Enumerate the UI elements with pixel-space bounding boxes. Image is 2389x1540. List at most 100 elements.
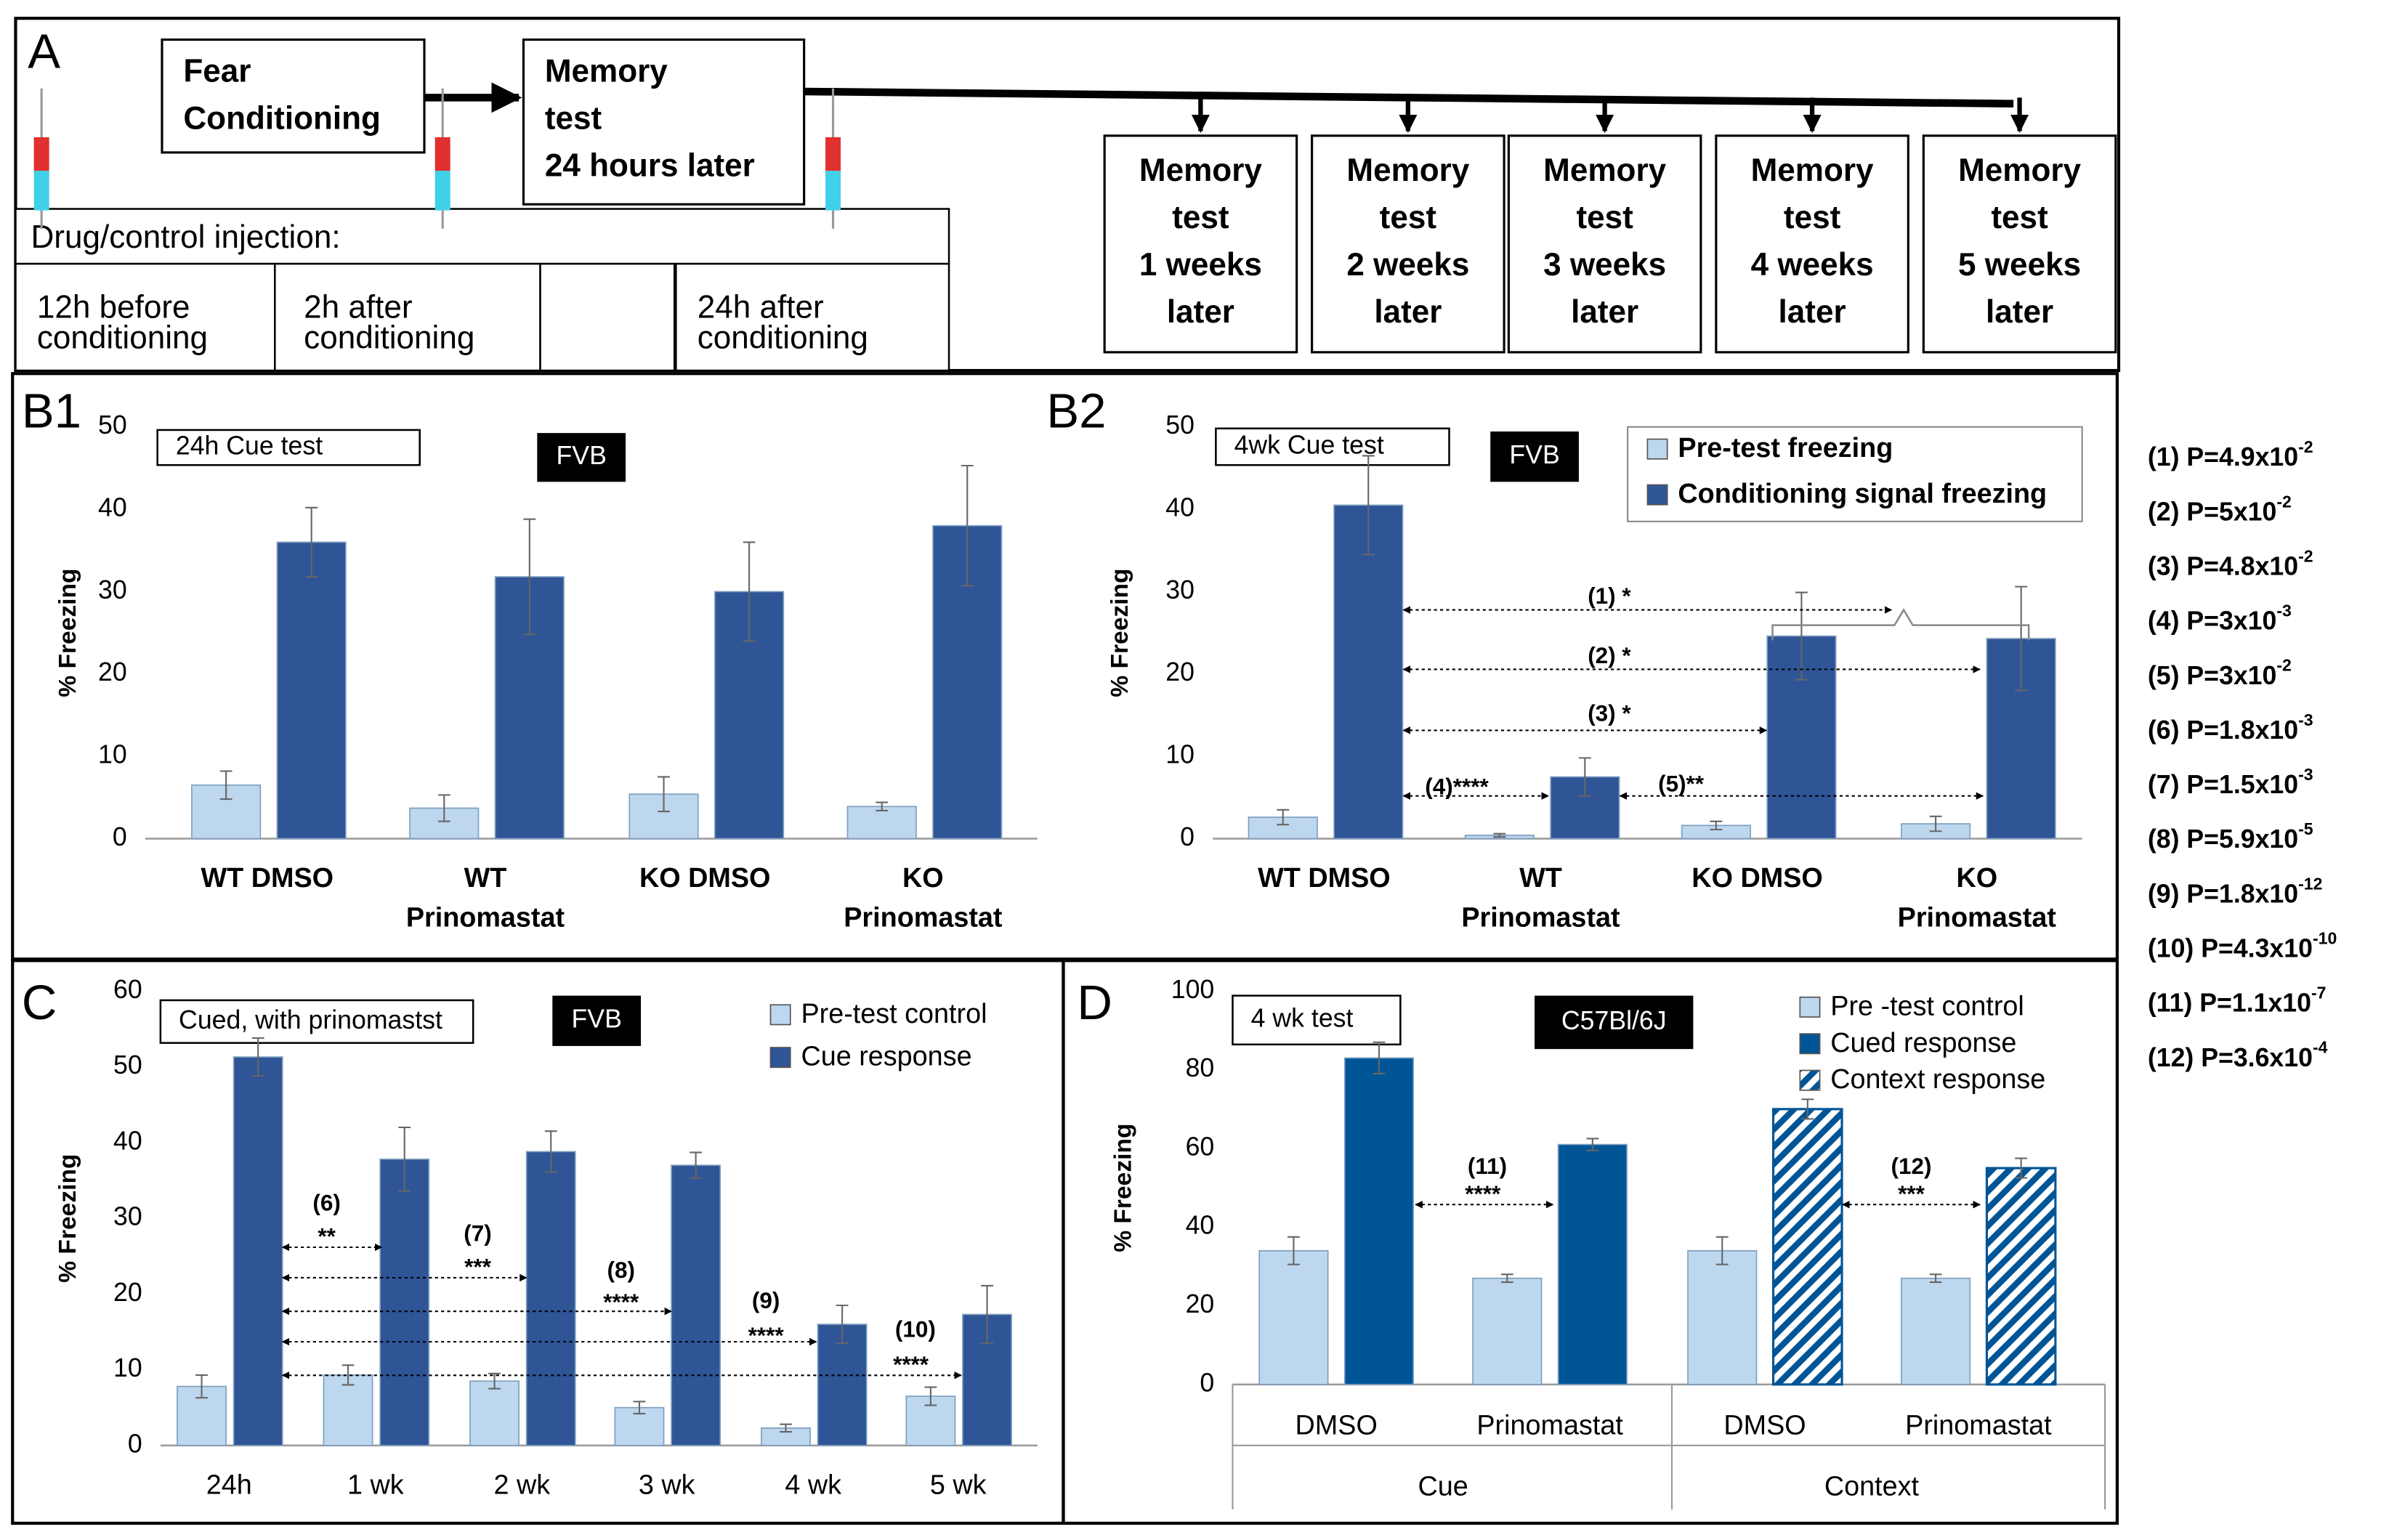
error-bar [981,1284,993,1345]
legend-label: Pre-test freezing [1678,433,1893,463]
bar [1472,1277,1543,1385]
syringe-blue [33,171,49,211]
p-value: (7) P=1.5x10-3 [2148,765,2313,799]
error-bar [743,541,756,642]
p-value-exponent: -5 [2298,819,2313,838]
box-text: 1 weeks [1139,247,1262,283]
box-text: Memory [1139,153,1262,188]
p-value-exponent: -2 [2298,546,2313,565]
bar [1343,1057,1415,1385]
error-bar [1500,1273,1513,1284]
y-tick-label: 100 [1171,975,1215,1004]
bar [1557,1143,1628,1385]
x-tick-label: WT [464,863,507,893]
box [539,262,676,372]
box [522,38,806,206]
box [1507,134,1702,354]
annotation: (11) [1468,1154,1507,1179]
y-tick-label: 0 [128,1429,142,1458]
error-bar [633,1401,646,1415]
box-text: 2 weeks [1346,247,1469,283]
error-bar [1715,1236,1729,1265]
strain: FVB [571,1005,621,1034]
y-tick-label: 0 [113,822,127,851]
bracket [1771,608,2030,641]
legend-label: Cued response [1830,1028,2016,1058]
x-tick-label: WT DMSO [201,863,334,893]
box [1715,134,1909,354]
box-text: test [1172,200,1229,235]
box-text: 24 hours later [545,148,755,184]
panel-label: D [1077,976,1112,1030]
error-bar [2015,585,2028,692]
box-text: later [1167,294,1234,330]
error-bar [523,518,536,636]
panel-label: A [28,24,60,78]
y-tick-label: 80 [1186,1053,1215,1082]
x-tick-label: 1 wk [347,1470,404,1501]
x-tick-label: KO DMSO [1691,863,1822,893]
legend-swatch [769,1004,791,1026]
panel-label: B2 [1046,384,1106,439]
box-text: conditioning [37,320,208,356]
y-tick-label: 20 [1186,1289,1215,1318]
strain: FVB [1509,440,1559,469]
bar [1901,1277,1971,1385]
error-bar [195,1374,208,1399]
annotation: (7) [464,1221,491,1247]
x-tick-label: DMSO [1295,1411,1378,1441]
x-tick-label: KO [902,863,944,893]
bar [846,806,917,840]
y-tick-label: 30 [113,1202,142,1231]
box [156,429,421,466]
error-bar [1277,808,1290,826]
p-value-exponent: -3 [2276,601,2292,620]
error-bar [1288,1236,1300,1265]
y-tick-label: 10 [98,740,127,769]
annotation: **** [893,1352,929,1377]
box-text: test [545,100,602,136]
box [1103,134,1298,354]
y-tick-label: 50 [113,1050,142,1079]
box [1215,427,1450,466]
x-tick-label: Prinomastat [1476,1411,1623,1441]
bar [1985,1167,2057,1386]
box-text: Conditioning [183,100,381,136]
annotation: (4)**** [1425,774,1489,800]
legend-swatch [1799,1033,1821,1055]
legend-label: Conditioning signal freezing [1678,479,2047,509]
legend-label: Cue response [801,1042,971,1072]
x-tick-label: 24h [206,1470,252,1501]
bar [233,1056,283,1446]
p-value: (10) P=4.3x10-10 [2148,929,2337,963]
x-tick-label: 5 wk [930,1470,987,1501]
box [1627,426,2083,522]
syringe-blue [434,171,450,211]
box-text: Fear [183,53,251,89]
x-tick-label: Prinomastat [1905,1411,2052,1441]
error-bar [961,464,974,587]
syringe-red [825,137,841,171]
error-bar [836,1304,849,1345]
y-tick-label: 20 [113,1278,142,1307]
y-axis-label: % Freezing [1107,568,1133,697]
x-tick-label: Prinomastat [406,903,565,933]
p-value: (2) P=5x10-2 [2148,492,2292,526]
strain-box [1535,995,1694,1050]
x-tick-label: Prinomastat [1461,903,1620,933]
panel-frames [11,17,2121,1525]
y-tick-label: 10 [1165,740,1194,769]
y-tick-label: 30 [1165,575,1194,604]
legend-label: Context response [1830,1064,2045,1095]
error-bar [1929,815,1942,832]
error-bar [437,794,450,822]
strain-box [1490,431,1579,482]
box-text: Memory [545,53,668,89]
x-tick-label: 3 wk [639,1470,695,1501]
box-text: test [1991,200,2048,235]
box [1232,994,1402,1046]
p-value-exponent: -2 [2298,437,2313,456]
error-bar [305,506,318,578]
p-value-exponent: -3 [2298,710,2313,729]
